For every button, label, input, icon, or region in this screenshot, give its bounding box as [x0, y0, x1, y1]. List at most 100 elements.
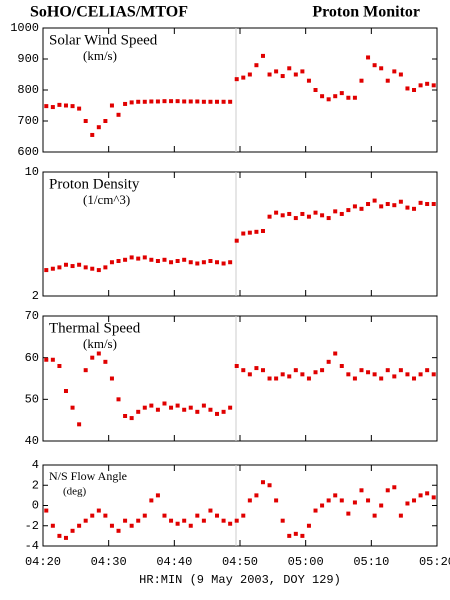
- point: [142, 99, 147, 104]
- point: [63, 389, 68, 393]
- y-tick-label: 70: [25, 309, 39, 323]
- point: [188, 523, 193, 528]
- point: [418, 493, 423, 498]
- point: [326, 216, 331, 221]
- point: [129, 100, 134, 105]
- point: [169, 99, 174, 104]
- point: [379, 204, 384, 209]
- point: [385, 488, 390, 493]
- y-tick-label: 60: [25, 351, 39, 365]
- point: [44, 357, 49, 362]
- y-tick-label: 700: [17, 114, 39, 128]
- point: [366, 202, 371, 207]
- point: [116, 259, 121, 264]
- point: [201, 518, 206, 523]
- point: [90, 266, 95, 271]
- point: [234, 518, 239, 523]
- point: [366, 55, 371, 60]
- point: [70, 104, 75, 109]
- point: [215, 260, 220, 265]
- point: [392, 374, 397, 379]
- point: [116, 397, 121, 402]
- point: [155, 407, 160, 412]
- panel-title: N/S Flow Angle: [49, 469, 127, 483]
- point: [379, 376, 384, 381]
- point: [359, 488, 364, 493]
- point: [175, 403, 180, 408]
- point: [57, 533, 62, 538]
- point: [70, 264, 75, 269]
- point: [103, 265, 108, 270]
- point: [346, 372, 351, 377]
- point: [103, 359, 108, 364]
- point: [234, 77, 239, 82]
- point: [208, 407, 213, 412]
- point: [228, 260, 233, 265]
- point: [50, 105, 55, 110]
- point: [96, 125, 101, 130]
- point: [136, 256, 141, 261]
- point: [182, 99, 187, 104]
- point: [398, 513, 403, 518]
- point: [267, 72, 272, 77]
- point: [398, 72, 403, 77]
- point: [201, 99, 206, 104]
- point: [274, 210, 279, 215]
- point: [195, 409, 200, 414]
- point: [425, 81, 430, 86]
- point: [188, 99, 193, 104]
- point: [195, 513, 200, 518]
- y-tick-label: 50: [25, 393, 39, 407]
- point: [339, 364, 344, 368]
- point: [392, 69, 397, 74]
- point: [103, 119, 108, 123]
- point: [333, 94, 338, 99]
- y-tick-label: 2: [32, 289, 39, 303]
- point: [412, 206, 417, 211]
- x-tick-label: 05:20: [419, 555, 450, 569]
- y-tick-label: 800: [17, 83, 39, 97]
- point: [287, 374, 292, 379]
- point: [260, 368, 265, 373]
- point: [195, 99, 200, 104]
- point: [149, 257, 154, 262]
- y-tick-label: 900: [17, 52, 39, 66]
- point: [77, 422, 82, 427]
- point: [155, 259, 160, 264]
- point: [123, 257, 128, 262]
- point: [372, 198, 377, 203]
- y-tick-label: -2: [25, 519, 39, 533]
- point: [215, 99, 220, 104]
- point: [372, 63, 377, 68]
- y-tick-label: 10: [25, 165, 39, 179]
- point: [293, 216, 298, 221]
- panel-units: (1/cm^3): [83, 192, 130, 207]
- point: [149, 403, 154, 408]
- point: [287, 66, 292, 71]
- point: [405, 205, 410, 210]
- point: [372, 372, 377, 377]
- point: [320, 213, 325, 218]
- point: [287, 533, 292, 538]
- point: [274, 376, 279, 381]
- point: [306, 376, 311, 381]
- x-tick-label: 04:30: [91, 555, 127, 569]
- point: [123, 518, 128, 523]
- point: [70, 528, 75, 533]
- x-tick-label: 04:40: [156, 555, 192, 569]
- point: [182, 518, 187, 523]
- point: [254, 366, 259, 371]
- point: [162, 257, 167, 262]
- point: [169, 518, 174, 523]
- point: [241, 231, 246, 236]
- point: [425, 368, 430, 373]
- point: [77, 106, 82, 111]
- point: [333, 209, 338, 214]
- point: [254, 63, 259, 68]
- point: [267, 483, 272, 488]
- point: [70, 405, 75, 410]
- point: [50, 523, 55, 528]
- point: [346, 208, 351, 213]
- point: [418, 83, 423, 88]
